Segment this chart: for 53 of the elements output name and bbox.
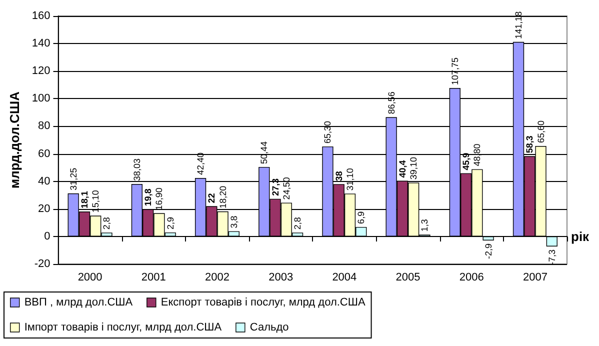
data-label: -2,9 [483,243,494,259]
data-label: 42,40 [196,152,206,176]
y-tick-label: 60 [38,148,50,160]
y-tick-label: 40 [38,175,50,188]
data-label: 39,10 [408,157,419,180]
data-label: 18,1 [79,190,90,209]
y-tick-label: 0 [44,230,50,242]
data-label: 31,25 [68,168,78,190]
y-tick-label: -20 [34,258,50,270]
y-tick-label: 120 [32,65,50,78]
data-label: 38 [334,171,344,182]
data-label: 18,20 [218,186,228,208]
data-label: 1,3 [420,219,430,232]
x-tick-label: 2006 [459,272,484,284]
data-label: 22 [206,193,217,204]
data-label: 65,30 [322,120,333,144]
data-label: 16,90 [154,188,164,210]
bar [546,236,558,246]
data-label: 2,8 [292,217,303,230]
data-label: 38,03 [132,158,142,182]
data-label: 2,8 [102,217,112,230]
y-tick-label: 160 [32,10,50,22]
data-label: 31,10 [344,168,355,191]
data-label: 58,3 [524,136,535,154]
data-label: 107,75 [450,57,460,85]
x-tick-label: 2005 [396,272,420,284]
x-tick-label: 2007 [522,272,548,284]
bar [482,236,494,240]
y-tick-label: 80 [38,120,50,132]
data-label: 48,80 [472,144,482,166]
data-label: 141,18 [514,11,524,39]
x-tick-label: 2001 [141,272,166,284]
x-tick-label: 2004 [332,272,357,284]
x-tick-label: 2002 [204,272,230,284]
legend-label: Імпорт товарів і послуг, млрд дол.США [24,322,222,334]
data-label: 50,44 [259,141,270,164]
x-axis-title: рік [571,228,590,244]
data-label: 2,9 [165,216,176,230]
x-tick-label: 2003 [268,272,294,284]
legend-label: ВВП , млрд дол.США [24,296,134,308]
y-tick-label: 100 [32,92,50,105]
data-label: 40,4 [397,160,408,178]
data-label: 3,8 [228,216,239,228]
legend-label: Експорт товарів і послуг, млрд дол.США [160,296,366,308]
x-tick-label: 2000 [78,272,102,284]
data-label: 19,8 [143,188,154,206]
data-label: 86,56 [386,92,396,114]
data-label: 6,9 [356,211,366,224]
data-label: -7,3 [546,250,557,266]
y-tick-label: 20 [38,202,50,215]
legend-label: Сальдо [250,322,289,334]
y-axis-title: млрд.дол.США [7,90,22,188]
y-tick-label: 140 [32,38,50,50]
